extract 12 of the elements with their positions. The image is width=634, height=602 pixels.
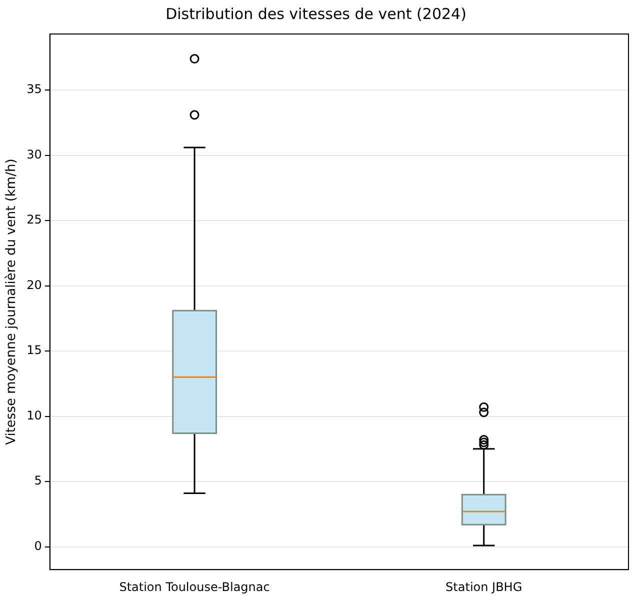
y-tick-label: 5 <box>34 474 42 488</box>
y-tick-label: 25 <box>26 212 42 227</box>
x-tick-label: Station Toulouse-Blagnac <box>119 580 270 594</box>
y-tick-label: 15 <box>26 343 42 358</box>
y-tick-label: 35 <box>26 82 42 96</box>
y-tick-label: 30 <box>26 147 42 162</box>
x-tick-label: Station JBHG <box>446 580 522 594</box>
y-tick-label: 20 <box>26 278 42 292</box>
y-tick-label: 10 <box>26 408 42 422</box>
chart-title: Distribution des vitesses de vent (2024) <box>166 4 466 23</box>
y-tick-label: 0 <box>34 538 42 553</box>
y-axis-title: Vitesse moyenne journalière du vent (km/h) <box>4 158 20 445</box>
